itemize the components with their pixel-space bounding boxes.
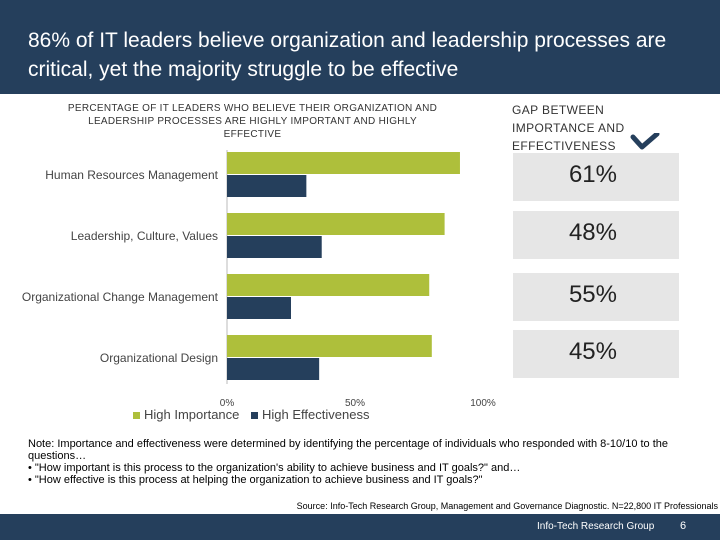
bar-effectiveness [227,358,320,380]
legend-swatch-importance [133,412,140,420]
gap-box-change: 55% [513,273,679,321]
gap-title: GAP BETWEEN IMPORTANCE AND EFFECTIVENESS [512,103,625,153]
note-bullet: • "How important is this process to the … [28,462,521,474]
category-label: Organizational Change Management [22,290,219,304]
bar-importance [227,213,445,235]
chart-legend: High Importance High Effectiveness [133,407,377,422]
legend-swatch-effectiveness [251,412,259,420]
slide-header: 86% of IT leaders believe organization a… [0,0,720,94]
tick-label: 0% [220,398,235,409]
category-label: Human Resources Management [45,168,218,182]
gap-value: 61% [568,161,617,188]
note: Note: Importance and effectiveness were … [28,438,718,486]
slide-title: 86% of IT leaders believe organization a… [28,29,667,81]
tick-label: 50% [345,398,365,409]
tick-label: 100% [470,398,496,409]
chevron-down-icon [630,133,660,150]
note-text: Note: Importance and effectiveness were … [28,438,669,462]
source-citation: Source: Info-Tech Research Group, Manage… [296,501,718,511]
bar-effectiveness [227,236,322,258]
legend-item-importance: High Importance [133,407,239,422]
slide-footer: Info-Tech Research Group 6 [0,514,720,540]
bar-effectiveness [227,175,307,197]
gap-value: 48% [568,219,617,246]
note-bullet: • "How effective is this process at help… [28,474,483,486]
legend-label: High Effectiveness [262,407,370,422]
chart-title: PERCENTAGE OF IT LEADERS WHO BELIEVE THE… [67,103,438,140]
legend-item-effectiveness: High Effectiveness [251,407,369,422]
legend-label: High Importance [144,407,240,422]
gap-box-hr: 61% [513,153,679,201]
gap-box-leadership: 48% [513,211,679,259]
bar-effectiveness [227,297,291,319]
gap-box-design: 45% [513,330,679,378]
bar-importance [227,335,432,357]
bar-importance [227,274,430,296]
category-label: Organizational Design [100,351,218,365]
bar-importance [227,152,460,174]
footer-brand: Info-Tech Research Group [537,521,655,532]
gap-value: 55% [568,281,617,308]
page-number: 6 [680,520,687,532]
category-label: Leadership, Culture, Values [71,229,218,243]
gap-value: 45% [568,338,617,365]
